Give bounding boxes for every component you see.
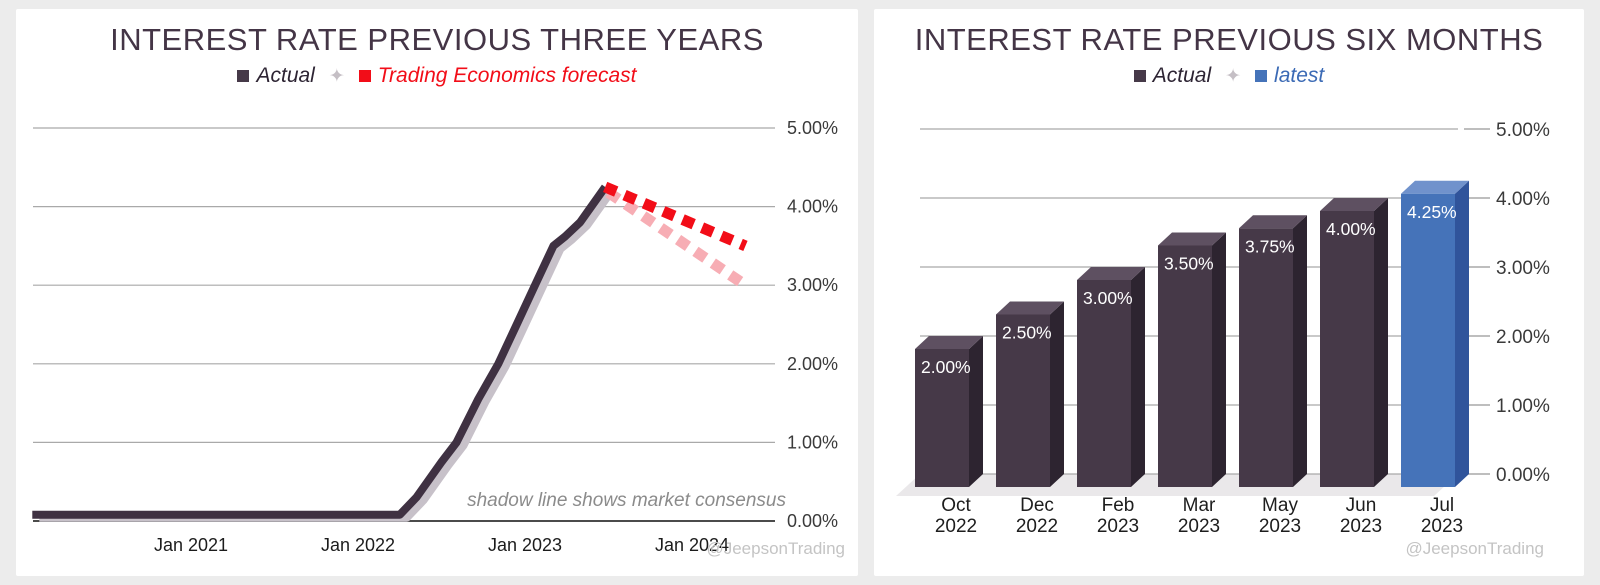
y-axis-tick-label: 1.00% bbox=[787, 432, 838, 452]
three-years-line-chart: 0.00% 1.00% 2.00% 3.00% 4.00% 5.00% Jan 2021 Ja… bbox=[32, 118, 838, 555]
three-years-chart-panel: INTEREST RATE PREVIOUS THREE YEARS Actua… bbox=[16, 9, 858, 576]
bar-front-face bbox=[1401, 193, 1455, 487]
left-watermark: @JeepsonTrading bbox=[706, 539, 845, 558]
x-axis-category-label: Oct 2022 bbox=[935, 495, 977, 537]
bar-top-face bbox=[1158, 232, 1226, 246]
bar-front-face bbox=[996, 314, 1050, 487]
y-axis-tick-label: 3.00% bbox=[1496, 258, 1550, 279]
y-axis-tick-label: 0.00% bbox=[787, 511, 838, 531]
bar-top-face bbox=[996, 301, 1064, 315]
bar-value-label: 3.00% bbox=[1083, 288, 1133, 308]
actual-swatch-icon bbox=[237, 70, 250, 82]
bar-side-face bbox=[969, 336, 983, 487]
x-axis-category-label: May 2023 bbox=[1259, 495, 1301, 537]
x-axis-tick-label: Jan 2023 bbox=[488, 535, 562, 555]
x-axis-category-label: Jun 2023 bbox=[1340, 495, 1382, 537]
bar-front-face bbox=[1239, 228, 1293, 487]
bar-value-label: 4.00% bbox=[1326, 219, 1376, 239]
x-axis-category-label: Dec 2022 bbox=[1016, 495, 1058, 537]
bar-top-face bbox=[1401, 180, 1469, 194]
x-axis-category-label: Jul 2023 bbox=[1421, 495, 1463, 537]
legend-actual-label: Actual bbox=[1152, 64, 1212, 87]
y-axis-tick-label: 5.00% bbox=[1496, 120, 1550, 141]
bar: 3.00% bbox=[1077, 267, 1145, 487]
x-axis-tick-label: Jan 2021 bbox=[154, 535, 228, 555]
latest-swatch-icon bbox=[1255, 70, 1268, 82]
y-axis-tick-label: 3.00% bbox=[787, 275, 838, 295]
legend-item-actual: Actual bbox=[1133, 64, 1212, 88]
bar-side-face bbox=[1212, 232, 1226, 487]
bar-top-face bbox=[915, 336, 983, 349]
separator-diamond-icon: ✦ bbox=[1225, 65, 1242, 87]
y-axis-tick-label: 0.00% bbox=[1496, 465, 1550, 486]
right-watermark: @JeepsonTrading bbox=[1405, 539, 1544, 558]
bar-side-face bbox=[1455, 180, 1469, 487]
forecast-swatch-icon bbox=[358, 70, 371, 82]
bar-front-face bbox=[915, 349, 969, 487]
x-axis-category-label: Mar 2023 bbox=[1178, 495, 1220, 537]
bar-front-face bbox=[1158, 245, 1212, 487]
left-chart-title: INTEREST RATE PREVIOUS THREE YEARS bbox=[110, 22, 764, 57]
legend-latest-label: latest bbox=[1274, 64, 1325, 87]
bar-latest: 4.25% bbox=[1401, 180, 1469, 487]
actual-line bbox=[32, 184, 609, 519]
bar: 3.50% bbox=[1158, 232, 1226, 487]
bar-value-label: 3.75% bbox=[1245, 236, 1295, 256]
left-chart-legend: Actual ✦ Trading Economics forecast bbox=[16, 64, 858, 88]
y-axis-tick-label: 1.00% bbox=[1496, 396, 1550, 417]
y-axis-tick-label: 4.00% bbox=[1496, 189, 1550, 210]
x-axis-category-label: Feb 2023 bbox=[1097, 495, 1139, 537]
x-axis-tick-label: Jan 2024 bbox=[655, 535, 729, 555]
y-axis-tick-label: 2.00% bbox=[1496, 327, 1550, 348]
bar-top-face bbox=[1077, 267, 1145, 280]
consensus-forecast-dashed-line bbox=[605, 187, 749, 290]
right-chart-title: INTEREST RATE PREVIOUS SIX MONTHS bbox=[914, 22, 1544, 57]
bar: 2.50% bbox=[996, 301, 1064, 487]
bar-front-face bbox=[1320, 211, 1374, 487]
bar: 4.00% bbox=[1320, 198, 1388, 487]
consensus-annotation: shadow line shows market consensus bbox=[467, 490, 786, 511]
legend-actual-label: Actual bbox=[256, 64, 315, 87]
y-axis-tick-label: 2.00% bbox=[787, 354, 838, 374]
six-months-bar-chart: 0.00% 1.00% 2.00% 3.00% 4.00% 5.00% 2.00% Oct 20… bbox=[896, 120, 1550, 537]
bar-value-label: 2.00% bbox=[921, 357, 971, 377]
bar-top-face bbox=[1239, 215, 1307, 229]
bar-value-label: 3.50% bbox=[1164, 254, 1214, 274]
bar-value-label: 2.50% bbox=[1002, 323, 1052, 343]
legend-item-actual: Actual bbox=[237, 64, 315, 88]
bar: 3.75% bbox=[1239, 215, 1307, 487]
bar-top-face bbox=[1320, 198, 1388, 211]
consensus-shadow-line bbox=[39, 187, 616, 522]
y-axis-tick-label: 4.00% bbox=[787, 197, 838, 217]
bar-side-face bbox=[1050, 301, 1064, 487]
bar-value-label: 4.25% bbox=[1407, 202, 1457, 222]
bar-side-face bbox=[1131, 267, 1145, 487]
actual-swatch-icon bbox=[1133, 70, 1146, 82]
bar-side-face bbox=[1374, 198, 1388, 487]
legend-item-latest: latest bbox=[1255, 64, 1324, 88]
bar: 2.00% bbox=[915, 336, 983, 487]
y-axis-tick-label: 5.00% bbox=[787, 118, 838, 138]
legend-item-forecast: Trading Economics forecast bbox=[358, 64, 637, 88]
six-months-chart-panel: INTEREST RATE PREVIOUS SIX MONTHS Actual… bbox=[874, 9, 1584, 576]
right-chart-legend: Actual ✦ latest bbox=[874, 64, 1584, 88]
bar-front-face bbox=[1077, 280, 1131, 487]
forecast-dashed-line bbox=[603, 181, 748, 251]
bar-side-face bbox=[1293, 215, 1307, 487]
separator-diamond-icon: ✦ bbox=[328, 65, 345, 87]
x-axis-tick-label: Jan 2022 bbox=[321, 535, 395, 555]
legend-forecast-label: Trading Economics forecast bbox=[377, 64, 637, 87]
